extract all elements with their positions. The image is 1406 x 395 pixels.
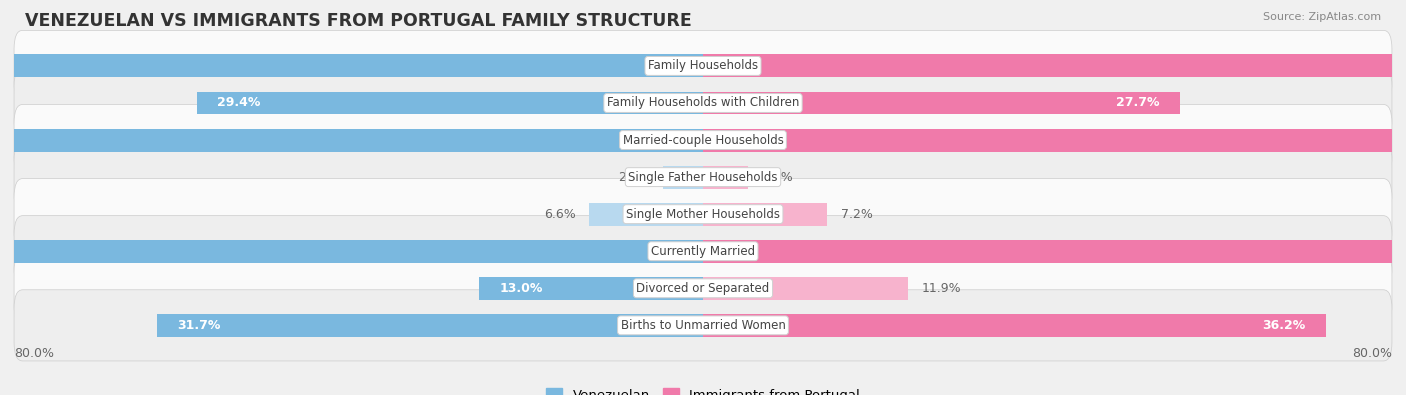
- Bar: [703, 277, 908, 300]
- Text: 80.0%: 80.0%: [14, 347, 53, 360]
- Bar: [664, 166, 703, 188]
- FancyBboxPatch shape: [14, 216, 1392, 287]
- Text: 29.4%: 29.4%: [218, 96, 260, 109]
- Text: 13.0%: 13.0%: [499, 282, 543, 295]
- Text: 7.2%: 7.2%: [841, 208, 873, 221]
- FancyBboxPatch shape: [14, 290, 1392, 361]
- Bar: [703, 128, 1406, 152]
- Bar: [703, 166, 748, 188]
- Text: Births to Unmarried Women: Births to Unmarried Women: [620, 319, 786, 332]
- FancyBboxPatch shape: [14, 30, 1392, 102]
- FancyBboxPatch shape: [14, 179, 1392, 250]
- FancyBboxPatch shape: [14, 141, 1392, 213]
- Text: Currently Married: Currently Married: [651, 245, 755, 258]
- FancyBboxPatch shape: [14, 253, 1392, 324]
- Text: VENEZUELAN VS IMMIGRANTS FROM PORTUGAL FAMILY STRUCTURE: VENEZUELAN VS IMMIGRANTS FROM PORTUGAL F…: [25, 12, 692, 30]
- Text: Family Households: Family Households: [648, 59, 758, 72]
- Text: 36.2%: 36.2%: [1263, 319, 1306, 332]
- Text: 2.3%: 2.3%: [617, 171, 650, 184]
- Bar: [197, 92, 703, 115]
- Bar: [703, 92, 1180, 115]
- Bar: [479, 277, 703, 300]
- Text: 6.6%: 6.6%: [544, 208, 575, 221]
- Bar: [157, 314, 703, 337]
- Text: Married-couple Households: Married-couple Households: [623, 134, 783, 147]
- FancyBboxPatch shape: [14, 68, 1392, 139]
- Bar: [703, 314, 1326, 337]
- Text: Single Father Households: Single Father Households: [628, 171, 778, 184]
- Text: Source: ZipAtlas.com: Source: ZipAtlas.com: [1263, 12, 1381, 22]
- Bar: [0, 55, 703, 77]
- Text: 27.7%: 27.7%: [1116, 96, 1160, 109]
- FancyBboxPatch shape: [14, 104, 1392, 176]
- Legend: Venezuelan, Immigrants from Portugal: Venezuelan, Immigrants from Portugal: [541, 383, 865, 395]
- Bar: [703, 203, 827, 226]
- Text: Divorced or Separated: Divorced or Separated: [637, 282, 769, 295]
- Text: 11.9%: 11.9%: [922, 282, 962, 295]
- Bar: [703, 240, 1406, 263]
- Text: 80.0%: 80.0%: [1353, 347, 1392, 360]
- Bar: [0, 240, 703, 263]
- Text: Single Mother Households: Single Mother Households: [626, 208, 780, 221]
- Text: Family Households with Children: Family Households with Children: [607, 96, 799, 109]
- Text: 2.6%: 2.6%: [762, 171, 793, 184]
- Bar: [589, 203, 703, 226]
- Text: 31.7%: 31.7%: [177, 319, 221, 332]
- Bar: [703, 55, 1406, 77]
- Bar: [0, 128, 703, 152]
